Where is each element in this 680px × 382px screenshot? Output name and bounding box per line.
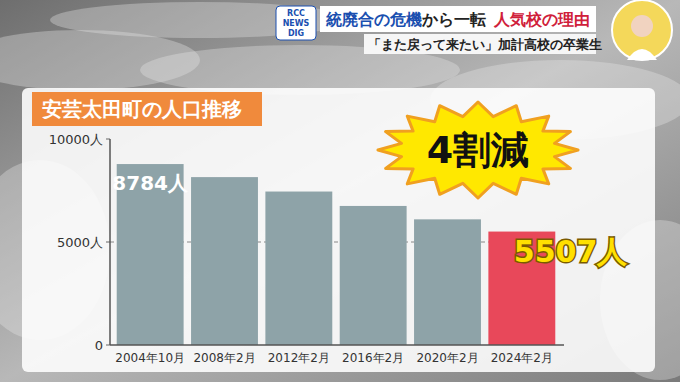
avatar-face [631, 15, 653, 37]
subheadline: 「また戻って来たい」加計高校の卒業生 [368, 37, 602, 52]
category-label: 2020年2月 [416, 351, 478, 365]
title: 安芸太田町の人口推移 [42, 97, 242, 121]
logo-box [276, 6, 316, 40]
headline-box [320, 6, 596, 32]
data-label: 5507人 [514, 234, 628, 269]
starburst [378, 102, 578, 198]
headline: から一転 [421, 10, 486, 29]
y-axis [109, 139, 111, 345]
chart-panel [22, 88, 655, 372]
data-label: 8784人 [112, 171, 189, 195]
category-label: 2024年2月 [491, 351, 553, 365]
x-axis [110, 344, 564, 346]
category-label: 2004年10月 [115, 351, 185, 365]
avatar-body [627, 49, 657, 60]
title-box [32, 92, 262, 126]
bar [265, 192, 332, 345]
bar [414, 219, 481, 345]
tick-label: 0 [95, 338, 103, 353]
bar [340, 206, 407, 345]
tick-label: 10000人 [49, 132, 103, 147]
logo: RCCNEWSDIG [283, 9, 310, 38]
tick-label: 5000人 [57, 235, 103, 250]
headline: 人気校の理由 [493, 10, 590, 29]
avatar [612, 0, 672, 60]
annotation: 4割減 [427, 128, 529, 172]
headline: 統廃合の危機 [325, 10, 422, 29]
category-label: 2008年2月 [193, 351, 255, 365]
bar [191, 177, 258, 345]
chart-root: RCCNEWSDIG 統廃合の危機から一転人気校の理由「また戻って来たい」加計高校… [0, 0, 680, 382]
category-label: 2012年2月 [268, 351, 330, 365]
category-label: 2016年2月 [342, 351, 404, 365]
